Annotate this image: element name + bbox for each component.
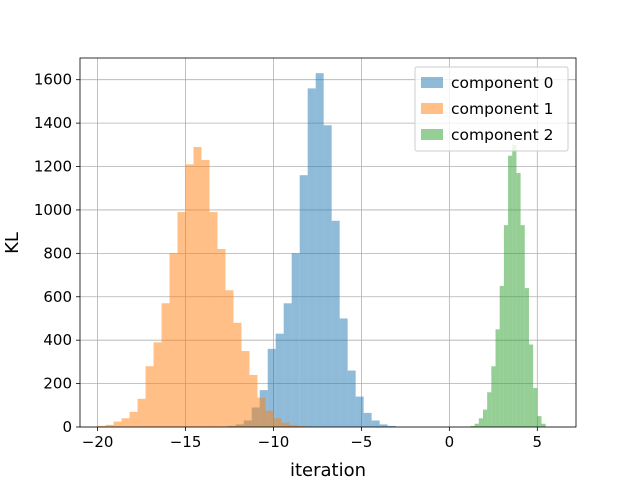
- x-axis-label: iteration: [290, 460, 366, 480]
- histogram-bar: [503, 225, 509, 427]
- y-tick-label: 1400: [34, 114, 72, 132]
- y-axis-label: KL: [2, 232, 23, 254]
- histogram-bar: [363, 412, 372, 427]
- histogram-bar: [113, 421, 122, 427]
- histogram-bar: [169, 253, 178, 427]
- histogram-bar: [265, 410, 274, 427]
- histogram-bar: [524, 288, 529, 427]
- histogram-bar: [97, 425, 106, 427]
- histogram-bar: [257, 397, 266, 427]
- histogram-bar: [355, 396, 364, 427]
- x-tick-label: 0: [445, 433, 455, 451]
- histogram-bar: [331, 220, 340, 427]
- histogram-bar: [537, 416, 542, 427]
- histogram-bar: [491, 366, 496, 427]
- histogram-bar: [185, 164, 194, 427]
- histogram-bar: [339, 318, 348, 427]
- y-tick-label: 1600: [34, 71, 72, 89]
- histogram-bar: [249, 374, 258, 427]
- histogram-bar: [516, 173, 521, 427]
- histogram-bar: [273, 418, 282, 427]
- y-tick-label: 200: [43, 375, 72, 393]
- histogram-bar: [483, 409, 488, 427]
- histogram-bar: [299, 175, 308, 427]
- series-1: [97, 146, 306, 428]
- histogram-bar: [275, 333, 284, 427]
- histogram-bar: [121, 418, 130, 427]
- y-tick-label: 1200: [34, 158, 72, 176]
- y-tick-label: 400: [43, 331, 72, 349]
- series-0: [227, 73, 396, 427]
- histogram-bar: [347, 370, 356, 427]
- legend-swatch: [421, 103, 443, 114]
- histogram-bar: [533, 387, 538, 427]
- histogram-bar: [241, 351, 250, 427]
- histogram-bar: [323, 125, 332, 427]
- histogram-bar: [315, 73, 324, 427]
- legend-label: component 2: [451, 126, 553, 144]
- histogram-bar: [137, 398, 146, 427]
- histogram-bar: [209, 212, 218, 427]
- legend-label: component 1: [451, 100, 553, 118]
- histogram-bar: [520, 225, 525, 427]
- x-tick-label: −5: [350, 433, 372, 451]
- histogram-bar: [470, 425, 475, 427]
- histogram-bar: [177, 212, 186, 427]
- histogram-bar: [283, 303, 292, 427]
- histogram-bar: [201, 160, 210, 428]
- histogram-bar: [487, 392, 492, 427]
- series-2: [470, 144, 546, 428]
- histogram-bar: [495, 329, 500, 427]
- x-axis: −20 −15 −10 −5 0 5: [82, 427, 542, 451]
- histogram-bar: [297, 425, 306, 427]
- legend-swatch: [421, 77, 443, 88]
- histogram-bar: [105, 424, 114, 427]
- histogram-bar: [474, 423, 479, 427]
- histogram-bar: [267, 348, 276, 427]
- histogram-bar: [289, 424, 298, 427]
- histogram-bar: [508, 155, 513, 428]
- legend-label: component 0: [451, 74, 553, 92]
- y-tick-label: 800: [43, 244, 72, 262]
- x-tick-label: 5: [533, 433, 543, 451]
- histogram-bar: [379, 424, 388, 427]
- y-tick-label: 0: [62, 418, 72, 436]
- histogram-bar: [499, 285, 504, 427]
- histogram-bar: [161, 303, 170, 427]
- histogram-bar: [478, 418, 483, 427]
- histogram-bar: [541, 423, 546, 427]
- histogram-bar: [225, 290, 234, 427]
- histogram-bar: [129, 411, 138, 427]
- histogram-bar: [145, 366, 154, 427]
- x-tick-label: −15: [170, 433, 202, 451]
- histogram-bar: [193, 146, 202, 427]
- legend-box: [414, 66, 569, 152]
- x-tick-label: −10: [258, 433, 290, 451]
- histogram-bar: [233, 322, 242, 427]
- x-tick-label: −20: [82, 433, 114, 451]
- legend: component 0 component 1 component 2: [414, 66, 569, 152]
- y-tick-label: 1000: [34, 201, 72, 219]
- histogram-bar: [307, 88, 316, 427]
- histogram-bar: [281, 422, 290, 427]
- histogram-bar: [217, 249, 226, 427]
- histogram-bar: [371, 420, 380, 427]
- histogram-bar: [153, 342, 162, 427]
- y-tick-label: 600: [43, 288, 72, 306]
- histogram-bar: [291, 253, 300, 427]
- histogram-bar: [528, 344, 534, 427]
- histogram-bar: [387, 425, 396, 427]
- histogram-bar: [512, 144, 517, 427]
- plot-frame: [79, 57, 577, 428]
- bars: [97, 73, 546, 428]
- legend-swatch: [421, 129, 443, 140]
- y-axis: 0 200 400 600 800 1000 1200 1400 1600: [34, 71, 80, 436]
